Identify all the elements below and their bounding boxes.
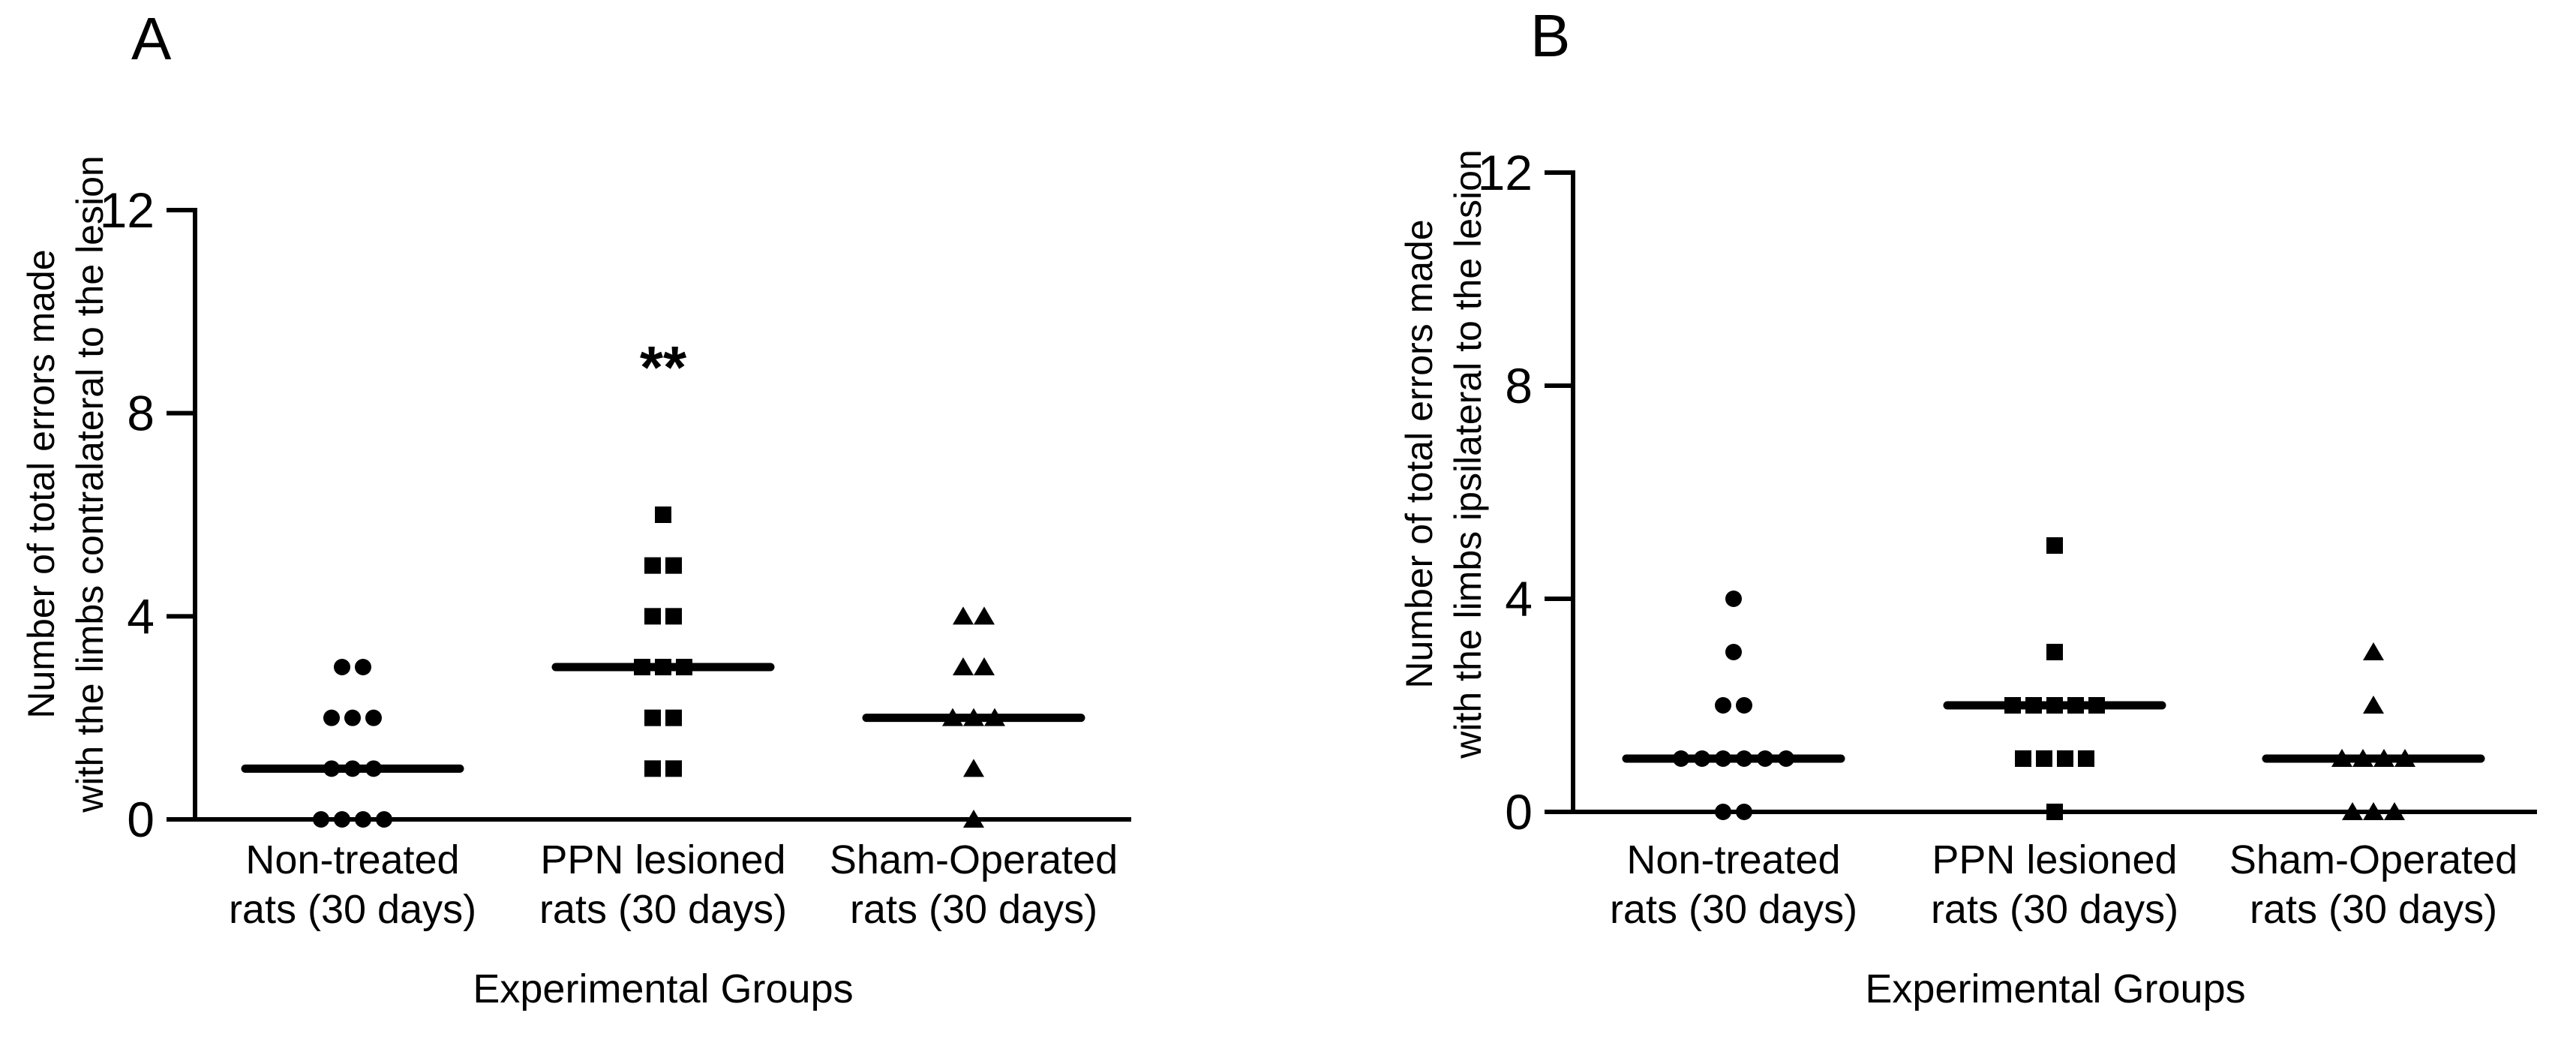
data-point-triangle (2373, 749, 2394, 767)
data-point-square (655, 659, 671, 675)
data-point-square (644, 760, 661, 777)
y-tick-label: 8 (1505, 358, 1533, 413)
data-point-triangle (963, 810, 984, 828)
data-point-circle (344, 709, 361, 726)
data-point-square (644, 608, 661, 625)
data-point-circle (323, 760, 340, 777)
data-point-circle (323, 709, 340, 726)
data-point-circle (344, 760, 361, 777)
y-tick-label: 0 (1505, 784, 1533, 840)
data-point-circle (1725, 644, 1742, 660)
panel-a-group2-label-line1: PPN lesioned (540, 837, 786, 882)
panel-b-x-axis-title: Experimental Groups (1865, 966, 2246, 1011)
data-point-triangle (984, 708, 1005, 726)
data-point-triangle (2363, 642, 2384, 660)
data-point-circle (1778, 750, 1794, 767)
panel-a-group3-label-line1: Sham-Operated (829, 837, 1118, 882)
data-point-square (655, 506, 671, 523)
y-tick-label: 4 (1505, 571, 1533, 627)
data-point-circle (313, 811, 329, 828)
data-point-square (665, 709, 682, 726)
data-point-circle (355, 659, 371, 675)
data-point-square (644, 557, 661, 574)
data-point-circle (1715, 750, 1731, 767)
data-point-triangle (2342, 802, 2363, 820)
panel-b-group1-label-line2: rats (30 days) (1609, 887, 1858, 932)
data-point-square (634, 659, 650, 675)
data-point-triangle (974, 606, 995, 625)
panel-a-group1-label-line2: rats (30 days) (228, 887, 477, 932)
data-point-square (2088, 697, 2105, 714)
data-point-square (2025, 697, 2042, 714)
panel-a-letter: A (131, 5, 172, 72)
data-point-square (665, 557, 682, 574)
data-point-square (2036, 750, 2052, 767)
panel-b-group3-label-line1: Sham-Operated (2229, 837, 2518, 882)
y-tick-label: 8 (127, 386, 155, 441)
panel-b-group2-label-line2: rats (30 days) (1930, 887, 2179, 932)
data-point-circle (1757, 750, 1773, 767)
data-point-circle (365, 709, 382, 726)
data-point-circle (1715, 804, 1731, 820)
data-point-square (2015, 750, 2031, 767)
data-point-circle (355, 811, 371, 828)
data-point-triangle (953, 606, 974, 625)
data-point-square (644, 709, 661, 726)
data-point-triangle (963, 708, 984, 726)
panel-a-group1-label-line1: Non-treated (245, 837, 460, 882)
panel-a-y-axis-title-line2: with the limbs contralateral to the lesi… (69, 155, 111, 813)
data-point-triangle (2331, 749, 2352, 767)
data-point-triangle (974, 657, 995, 675)
data-point-square (2057, 750, 2073, 767)
panel-a-y-axis-title-line1: Number of total errors made (20, 249, 62, 719)
data-point-circle (365, 760, 382, 777)
data-point-square (665, 608, 682, 625)
data-point-square (2004, 697, 2021, 714)
panel-b-group3-label-line2: rats (30 days) (2249, 887, 2498, 932)
y-tick-label: 0 (127, 792, 155, 847)
data-point-square (2046, 804, 2063, 820)
data-point-square (2078, 750, 2094, 767)
panel-a-x-axis-title: Experimental Groups (473, 966, 854, 1011)
panel-a-group3-label-line2: rats (30 days) (849, 887, 1098, 932)
data-point-triangle (2352, 749, 2373, 767)
data-point-square (2046, 697, 2063, 714)
data-point-triangle (2363, 696, 2384, 714)
data-point-triangle (942, 708, 963, 726)
panel-b-group2-label-line1: PPN lesioned (1932, 837, 2178, 882)
data-point-circle (334, 659, 350, 675)
data-point-circle (1736, 804, 1752, 820)
data-point-circle (1694, 750, 1710, 767)
y-tick-label: 12 (100, 182, 155, 238)
data-point-square (2046, 644, 2063, 660)
data-point-circle (1736, 697, 1752, 714)
data-point-circle (376, 811, 392, 828)
panel-a-group2-label-line2: rats (30 days) (539, 887, 788, 932)
panel-b-y-axis-title-line2: with the limbs ipsilateral to the lesion (1447, 149, 1489, 759)
data-point-square (2046, 537, 2063, 554)
data-point-triangle (953, 657, 974, 675)
panel-b-letter: B (1530, 2, 1571, 69)
data-point-square (665, 760, 682, 777)
data-point-square (2067, 697, 2084, 714)
data-point-circle (1715, 697, 1731, 714)
data-point-triangle (963, 759, 984, 777)
data-point-circle (334, 811, 350, 828)
data-point-triangle (2363, 802, 2384, 820)
panel-b-group1-label-line1: Non-treated (1626, 837, 1841, 882)
significance-stars: ** (640, 334, 687, 401)
y-tick-label: 4 (127, 588, 155, 644)
data-point-circle (1725, 591, 1742, 607)
data-point-circle (1673, 750, 1689, 767)
panel-b-y-axis-title-line1: Number of total errors made (1398, 219, 1440, 689)
y-tick-label: 12 (1478, 145, 1533, 200)
data-point-triangle (2384, 802, 2405, 820)
data-point-square (676, 659, 692, 675)
data-point-circle (1736, 750, 1752, 767)
data-point-triangle (2394, 749, 2415, 767)
